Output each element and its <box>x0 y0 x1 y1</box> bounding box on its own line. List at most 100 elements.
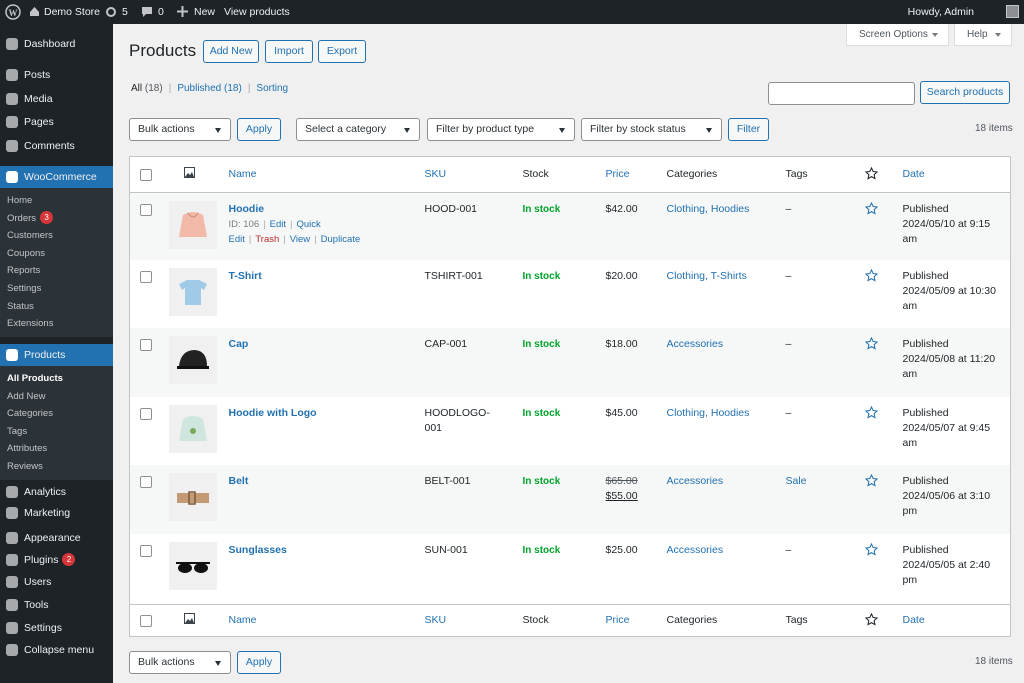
featured-star[interactable] <box>864 473 878 487</box>
tags-cell: – <box>778 328 859 397</box>
featured-star[interactable] <box>864 201 878 215</box>
row-action[interactable]: Duplicate <box>310 234 360 245</box>
submenu-item[interactable]: Attributes <box>0 440 113 457</box>
checkbox[interactable] <box>140 475 152 488</box>
submenu-item[interactable]: Status <box>0 298 113 315</box>
menu-item[interactable]: Plugins 2 <box>0 549 113 571</box>
submenu-item[interactable]: Categories <box>0 405 113 422</box>
menu-item[interactable]: Tools <box>0 594 113 616</box>
featured-cell <box>859 534 895 605</box>
header-button[interactable]: Add New <box>203 40 259 63</box>
header-button[interactable]: Export <box>318 40 366 63</box>
menu-item[interactable]: Appearance <box>0 527 113 549</box>
product-name[interactable]: Hoodie with Logo <box>228 406 317 419</box>
product-name[interactable]: Cap <box>228 337 249 350</box>
categories[interactable]: Clothing, T-Shirts <box>666 269 747 282</box>
submenu-item[interactable]: Home <box>0 192 113 209</box>
column-label[interactable]: SKU <box>424 168 447 180</box>
checkbox[interactable] <box>140 544 152 557</box>
menu-item[interactable]: Posts <box>0 64 113 86</box>
stock-filter[interactable]: Filter by stock status <box>581 118 722 141</box>
menu-item[interactable]: Users <box>0 571 113 593</box>
submenu-item[interactable]: Coupons <box>0 245 113 262</box>
menu-item[interactable]: WooCommerce <box>0 166 113 188</box>
view-products[interactable]: View products <box>224 6 290 18</box>
submenu-item[interactable]: Reviews <box>0 458 113 475</box>
view-label[interactable]: All <box>131 83 143 94</box>
checkbox[interactable] <box>140 204 152 216</box>
submenu-item[interactable]: Add New <box>0 388 113 405</box>
search-button[interactable]: Search products <box>920 81 1010 104</box>
checkbox[interactable] <box>140 169 152 181</box>
view-count: (18) <box>144 83 163 94</box>
submenu-item[interactable]: Customers <box>0 227 113 244</box>
product-name[interactable]: Hoodie <box>228 203 265 215</box>
category-filter[interactable]: Select a category <box>296 118 420 141</box>
checkbox[interactable] <box>140 338 152 351</box>
categories[interactable]: Clothing, Hoodies <box>666 203 750 215</box>
featured-star[interactable] <box>864 542 878 556</box>
menu-item[interactable]: Products <box>0 344 113 366</box>
menu-item[interactable]: Analytics <box>0 481 113 503</box>
greeting[interactable]: Howdy, Admin <box>907 6 974 18</box>
column-label[interactable]: SKU <box>424 614 447 626</box>
screen-options[interactable]: Screen Options <box>846 24 949 46</box>
product-name[interactable]: Sunglasses <box>228 543 287 556</box>
apply-button[interactable]: Apply <box>237 651 281 674</box>
checkbox[interactable] <box>140 615 152 627</box>
column-label[interactable]: Name <box>228 168 257 180</box>
submenu-item[interactable]: Orders 3 <box>0 210 113 227</box>
column-header: Stock <box>515 157 598 193</box>
wp-logo[interactable]: W <box>5 4 21 20</box>
view-label[interactable]: Published <box>177 83 222 94</box>
checkbox[interactable] <box>140 270 152 283</box>
column-label[interactable]: Price <box>605 614 630 626</box>
product-name[interactable]: T-Shirt <box>228 269 262 282</box>
categories[interactable]: Accessories <box>666 474 724 487</box>
row-action[interactable]: View <box>279 234 310 245</box>
categories[interactable]: Accessories <box>666 337 724 350</box>
row-action[interactable]: Edit <box>259 219 286 230</box>
bulk-actions[interactable]: Bulk actions <box>129 118 231 141</box>
categories[interactable]: Accessories <box>666 543 724 556</box>
categories[interactable]: Clothing, Hoodies <box>666 406 750 419</box>
column-label[interactable]: Name <box>228 614 257 626</box>
column-label[interactable]: Date <box>902 614 925 626</box>
header-button[interactable]: Import <box>265 40 313 63</box>
menu-item[interactable]: Settings <box>0 617 113 639</box>
search-input[interactable] <box>768 82 915 105</box>
featured-star[interactable] <box>864 405 878 419</box>
menu-item[interactable]: Dashboard <box>0 33 113 55</box>
menu-item[interactable]: Collapse menu <box>0 639 113 661</box>
submenu-item[interactable]: Tags <box>0 423 113 440</box>
checkbox[interactable] <box>140 407 152 420</box>
new-link[interactable]: New <box>194 6 216 18</box>
menu-icon <box>6 69 18 81</box>
featured-star[interactable] <box>864 268 878 282</box>
column-header: Stock <box>515 605 598 637</box>
product-name[interactable]: Belt <box>228 474 249 487</box>
menu-item[interactable]: Comments <box>0 135 113 157</box>
row-action[interactable]: Trash <box>245 234 279 245</box>
featured-star[interactable] <box>864 336 878 350</box>
type-filter[interactable]: Filter by product type <box>427 118 575 141</box>
column-label[interactable]: Date <box>902 168 925 180</box>
filter-button[interactable]: Filter <box>728 118 769 141</box>
menu-item[interactable]: Media <box>0 88 113 110</box>
submenu-item[interactable]: All Products <box>0 370 113 387</box>
menu-item[interactable]: Marketing <box>0 502 113 524</box>
site-name[interactable]: Demo Store <box>44 6 101 18</box>
column-label[interactable]: Price <box>605 168 630 180</box>
menu-item[interactable]: Pages <box>0 111 113 133</box>
submenu-item[interactable]: Settings <box>0 280 113 297</box>
tags[interactable]: Sale <box>785 474 807 487</box>
apply-button[interactable]: Apply <box>237 118 281 141</box>
submenu-item[interactable]: Reports <box>0 262 113 279</box>
view-label[interactable]: Sorting <box>256 83 289 94</box>
submenu-item[interactable]: Extensions <box>0 315 113 332</box>
comments-count[interactable]: 0 <box>158 6 164 18</box>
bulk-actions[interactable]: Bulk actions <box>129 651 231 674</box>
menu-label: Tools <box>24 599 49 611</box>
help-tab[interactable]: Help <box>954 24 1012 46</box>
updates-count[interactable]: 5 <box>122 6 128 18</box>
